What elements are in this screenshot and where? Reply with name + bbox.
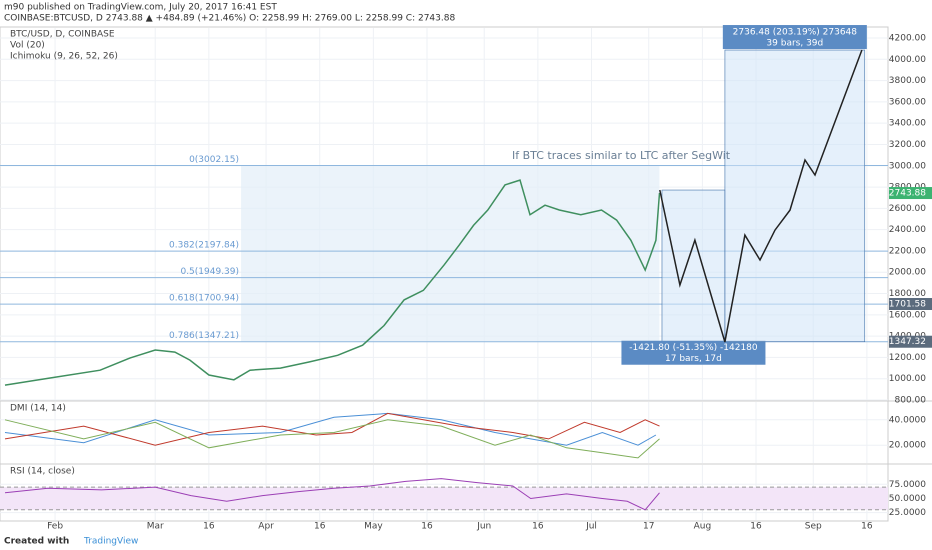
- price-tag: [889, 335, 932, 348]
- y-tick-label: 3400.00: [889, 119, 926, 129]
- x-tick-label: Jun: [476, 522, 491, 532]
- price-tag-label: 1701.58: [889, 300, 926, 310]
- y-tick-label: 800.00: [895, 396, 927, 406]
- fib-label: 0.382(2197.84): [169, 241, 239, 251]
- legend-entry: Ichimoku (9, 26, 52, 26): [10, 52, 118, 62]
- x-tick-label: 16: [532, 522, 544, 532]
- y-tick-label: 1200.00: [889, 353, 926, 363]
- price-tag: [889, 298, 932, 311]
- y-tick-label: 2600.00: [889, 204, 926, 214]
- rsi-band: [0, 487, 888, 510]
- y-tick-label: 3600.00: [889, 97, 926, 107]
- measure-sub: 39 bars, 39d: [766, 39, 823, 49]
- measure-sub: 17 bars, 17d: [665, 354, 722, 364]
- x-tick-label: 16: [203, 522, 215, 532]
- series-line: [4, 179, 661, 386]
- series-line: [4, 412, 660, 446]
- y-tick-label: 2000.00: [889, 268, 926, 278]
- x-tick-label: 16: [750, 522, 762, 532]
- y-tick-label: 20.0000: [889, 441, 926, 451]
- series-line: [4, 412, 657, 446]
- fib-label: 0.618(1700.94): [169, 294, 239, 304]
- publisher: m90 published on TradingView.com, July 2…: [4, 3, 277, 13]
- fib-label: 0.786(1347.21): [169, 331, 239, 341]
- x-tick-label: Aug: [694, 522, 712, 532]
- x-tick-label: Jul: [585, 522, 597, 532]
- legend-entry: BTC/USD, D, COINBASE: [10, 30, 115, 40]
- measure-label: 2736.48 (203.19%) 273648: [733, 28, 858, 38]
- footer-created: Created with: [4, 537, 69, 547]
- y-tick-label: 1000.00: [889, 374, 926, 384]
- y-tick-label: 4200.00: [889, 34, 926, 44]
- measure-label: -1421.80 (-51.35%) -142180: [629, 343, 758, 353]
- y-tick-label: 2400.00: [889, 225, 926, 235]
- fib-zone: [241, 165, 660, 342]
- series-line: [659, 49, 863, 343]
- y-tick-label: 3800.00: [889, 76, 926, 86]
- measure-box: [661, 189, 726, 343]
- measure-label-bg: [621, 340, 766, 365]
- x-tick-label: Feb: [47, 522, 63, 532]
- y-tick-label: 40.0000: [889, 415, 926, 425]
- y-tick-label: 2200.00: [889, 246, 926, 256]
- fib-label: 0.5(1949.39): [180, 267, 239, 277]
- price-tag: [889, 187, 932, 200]
- annotation: If BTC traces similar to LTC after SegWi…: [512, 149, 731, 162]
- measure-label-bg: [722, 25, 867, 50]
- footer-brand: TradingView: [83, 537, 138, 547]
- y-tick-label: 25.0000: [889, 508, 926, 518]
- y-tick-label: 3200.00: [889, 140, 926, 150]
- x-tick-label: Apr: [258, 522, 274, 532]
- x-tick-label: Mar: [147, 522, 164, 532]
- y-tick-label: 1800.00: [889, 289, 926, 299]
- x-tick-label: 16: [861, 522, 873, 532]
- x-tick-label: Sep: [805, 522, 822, 532]
- y-tick-label: 4000.00: [889, 55, 926, 65]
- y-tick-label: 75.0000: [889, 480, 926, 490]
- legend-entry: RSI (14, close): [10, 467, 75, 477]
- price-tag-label: 1347.32: [889, 337, 926, 347]
- legend-entry: Vol (20): [10, 41, 45, 51]
- series-line: [4, 478, 660, 511]
- x-tick-label: 16: [314, 522, 326, 532]
- price-tag-label: 2743.88: [889, 189, 926, 199]
- y-tick-label: 50.0000: [889, 494, 926, 504]
- x-tick-label: 16: [421, 522, 433, 532]
- x-tick-label: 17: [643, 522, 654, 532]
- series-line: [4, 419, 660, 459]
- quote: COINBASE:BTCUSD, D 2743.88 ▲ +484.89 (+2…: [4, 14, 455, 24]
- fib-label: 0(3002.15): [189, 155, 239, 165]
- y-tick-label: 3000.00: [889, 161, 926, 171]
- y-tick-label: 1600.00: [889, 310, 926, 320]
- x-tick-label: May: [364, 522, 383, 532]
- legend-entry: DMI (14, 14): [10, 404, 66, 414]
